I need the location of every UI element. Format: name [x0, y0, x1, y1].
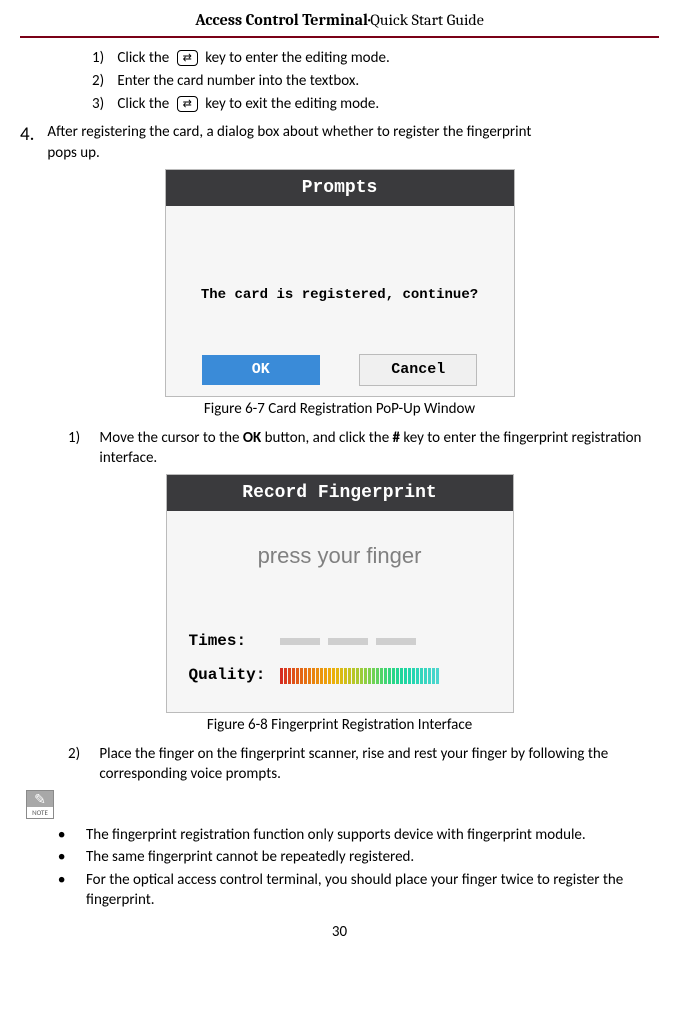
step-text-a: Click the: [117, 49, 169, 67]
record-fingerprint-body: press your finger Times: Quality:: [167, 511, 513, 712]
step-4-line1: After registering the card, a dialog box…: [47, 123, 531, 141]
quality-label: Quality:: [189, 665, 277, 687]
ok-button[interactable]: OK: [202, 355, 320, 385]
substep-1: 1) Move the cursor to the OK button, and…: [68, 428, 659, 469]
times-row: Times:: [189, 631, 491, 653]
substep-2: 2) Place the finger on the fingerprint s…: [68, 744, 659, 785]
doc-title-bold: Access Control Terminal: [195, 11, 368, 29]
edit-key-icon: ⇄: [177, 96, 198, 112]
note-icon-label: NOTE: [27, 807, 53, 818]
record-fingerprint-dialog: Record Fingerprint press your finger Tim…: [166, 474, 514, 713]
step-4: 4. After registering the card, a dialog …: [20, 122, 659, 163]
figure-2-caption: Figure 6-8 Fingerprint Registration Inte…: [20, 715, 659, 735]
step-number: 3): [92, 94, 114, 114]
step-4-text: After registering the card, a dialog box…: [47, 122, 652, 163]
inner-step-3: 3) Click the ⇄ key to exit the editing m…: [92, 94, 659, 114]
document-header: Access Control Terminal·Quick Start Guid…: [20, 10, 659, 38]
step-text-a: Click the: [117, 95, 169, 113]
note-row: ✎ NOTE: [20, 790, 659, 819]
inner-step-2: 2) Enter the card number into the textbo…: [92, 71, 659, 91]
ok-bold: OK: [243, 429, 261, 447]
doc-title-rest: Quick Start Guide: [370, 11, 484, 29]
prompts-dialog-body: The card is registered, continue?: [166, 206, 514, 336]
prompts-dialog-buttons: OK Cancel: [166, 336, 514, 396]
cancel-button[interactable]: Cancel: [359, 354, 477, 386]
step-4-number: 4.: [20, 122, 44, 148]
times-label: Times:: [189, 631, 277, 653]
step-number: 2): [92, 71, 114, 91]
hash-bold: #: [393, 429, 400, 447]
quality-row: Quality:: [189, 665, 491, 687]
prompts-dialog: Prompts The card is registered, continue…: [165, 169, 515, 398]
record-fingerprint-title: Record Fingerprint: [167, 475, 513, 511]
step-text-b: key to enter the editing mode.: [205, 49, 389, 67]
step-number: 1): [92, 48, 114, 68]
press-finger-text: press your finger: [189, 541, 491, 571]
figure-2-wrap: Record Fingerprint press your finger Tim…: [20, 474, 659, 713]
prompts-dialog-title: Prompts: [166, 170, 514, 206]
note-bullet-2: The same fingerprint cannot be repeatedl…: [58, 847, 659, 867]
edit-key-icon: ⇄: [177, 50, 198, 66]
note-bullet-1: The fingerprint registration function on…: [58, 825, 659, 845]
substep-number: 2): [68, 744, 96, 764]
prompts-dialog-message: The card is registered, continue?: [166, 286, 514, 305]
page-number: 30: [20, 922, 659, 942]
substep-text: Move the cursor to the OK button, and cl…: [99, 428, 654, 469]
inner-steps-list: 1) Click the ⇄ key to enter the editing …: [92, 48, 659, 115]
t: button, and click the: [261, 429, 392, 447]
note-bullet-list: The fingerprint registration function on…: [58, 825, 659, 910]
step-4-line2: pops up.: [47, 144, 99, 162]
step-text-b: key to exit the editing mode.: [205, 95, 379, 113]
figure-1-wrap: Prompts The card is registered, continue…: [20, 169, 659, 398]
t: Move the cursor to the: [99, 429, 242, 447]
substep-text: Place the finger on the fingerprint scan…: [99, 744, 654, 785]
figure-1-caption: Figure 6-7 Card Registration PoP-Up Wind…: [20, 399, 659, 419]
note-icon: ✎ NOTE: [26, 790, 54, 819]
note-bullet-3: For the optical access control terminal,…: [58, 870, 659, 911]
substep-number: 1): [68, 428, 96, 448]
step-text: Enter the card number into the textbox.: [117, 72, 359, 90]
inner-step-1: 1) Click the ⇄ key to enter the editing …: [92, 48, 659, 68]
quality-gradient-bars: [280, 668, 440, 684]
times-bars: [280, 633, 424, 651]
